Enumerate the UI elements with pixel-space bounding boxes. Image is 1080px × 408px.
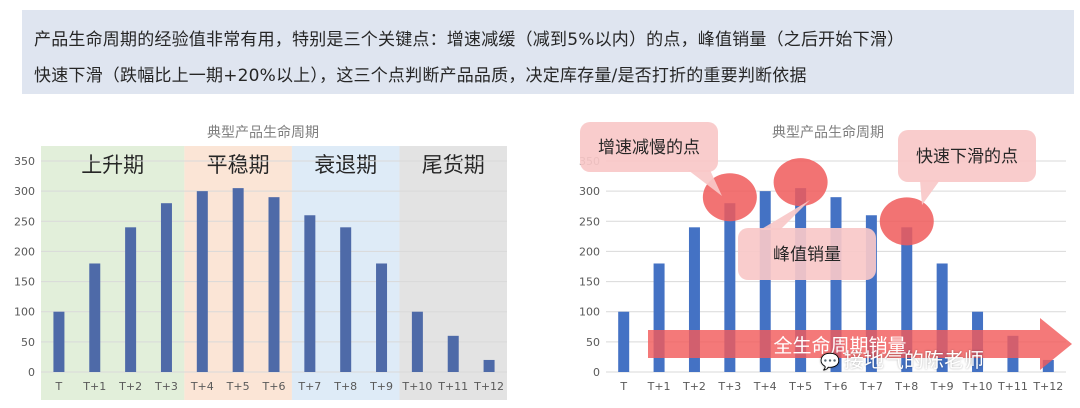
bar xyxy=(232,188,244,372)
y-tick-label: 0 xyxy=(593,366,600,379)
x-tick-label: T+10 xyxy=(401,380,432,393)
callout-tail xyxy=(920,180,940,205)
lifecycle-arrow xyxy=(648,318,1072,370)
x-tick-label: T+6 xyxy=(824,380,848,393)
x-tick-label: T xyxy=(619,380,627,393)
callout-label: 峰值销量 xyxy=(773,245,841,265)
x-tick-label: T+1 xyxy=(82,380,106,393)
arrow-label: 全生命周期销量 xyxy=(773,335,906,357)
bar xyxy=(936,263,948,372)
x-tick-label: T+2 xyxy=(682,380,706,393)
x-tick-label: T+7 xyxy=(297,380,321,393)
x-tick-label: T+5 xyxy=(226,380,250,393)
bar xyxy=(411,311,423,372)
x-tick-label: T+12 xyxy=(473,380,504,393)
bar xyxy=(688,227,700,372)
x-tick-label: T+3 xyxy=(154,380,178,393)
banner: 产品生命周期的经验值非常有用，特别是三个关键点：增速减缓（减到5%以内）的点，峰… xyxy=(22,10,1074,94)
highlight-circle xyxy=(773,158,828,207)
x-tick-label: T+3 xyxy=(717,380,741,393)
x-tick-label: T+8 xyxy=(333,380,357,393)
chat-icon: 💬 xyxy=(820,352,840,371)
bar xyxy=(447,335,459,372)
bar xyxy=(618,311,630,372)
phase-label: 平稳期 xyxy=(207,153,270,177)
x-tick-label: T+9 xyxy=(369,380,393,393)
x-tick-label: T+10 xyxy=(962,380,993,393)
bar xyxy=(830,197,842,372)
bar xyxy=(196,191,208,372)
chart-lifecycle-phases: 上升期 平稳期 衰退期 尾货期 典型产品生命周期 0 50 100 150 200 250 300 35… xyxy=(14,124,507,400)
chart-title: 典型产品生命周期 xyxy=(772,124,884,141)
y-tick-label: 150 xyxy=(14,276,35,289)
y-tick-label: 150 xyxy=(579,276,600,289)
bar xyxy=(759,191,771,372)
bar xyxy=(483,359,495,372)
y-tick-label: 300 xyxy=(14,185,35,198)
bar xyxy=(901,227,913,372)
callout-label: 增速减慢的点 xyxy=(598,137,700,158)
callout-box xyxy=(738,228,876,280)
y-tick-label: 350 xyxy=(14,155,35,168)
y-tick-label: 0 xyxy=(28,366,35,379)
bar xyxy=(795,188,807,372)
callout-tail xyxy=(760,200,810,230)
x-tick-label: T+4 xyxy=(190,380,214,393)
bar xyxy=(53,311,65,372)
x-tick-label: T+7 xyxy=(859,380,883,393)
bar xyxy=(724,203,736,372)
callout-tail xyxy=(688,170,722,196)
bar xyxy=(653,263,665,372)
watermark: 💬 接地气的陈老师 xyxy=(820,344,984,373)
y-tick-label: 300 xyxy=(579,185,600,198)
bar xyxy=(865,215,877,372)
callout-label: 快速下滑的点 xyxy=(916,147,1018,167)
x-tick-label: T+8 xyxy=(894,380,918,393)
x-tick-label: T xyxy=(55,380,63,393)
x-tick-label: T+11 xyxy=(997,380,1028,393)
bar xyxy=(125,227,137,372)
bar xyxy=(1042,359,1054,372)
highlight-circle xyxy=(879,197,934,246)
phase-label: 衰退期 xyxy=(314,153,377,177)
x-tick-label: T+12 xyxy=(1032,380,1063,393)
y-tick-label: 250 xyxy=(579,215,600,228)
chart-lifecycle-keypoints: 典型产品生命周期050100150200250300350TT+1T+2T+3T… xyxy=(579,122,1072,393)
y-tick-label: 50 xyxy=(21,336,35,349)
callout-box xyxy=(580,122,718,172)
x-tick-label: T+5 xyxy=(788,380,812,393)
phase-band xyxy=(41,146,185,400)
x-tick-label: T+6 xyxy=(262,380,286,393)
x-tick-label: T+4 xyxy=(753,380,777,393)
banner-line-2: 快速下滑（跌幅比上一期+20%以上），这三个点判断产品品质，决定库存量/是否打折… xyxy=(34,66,807,86)
chart-title: 典型产品生命周期 xyxy=(207,124,319,141)
x-tick-label: T+1 xyxy=(647,380,671,393)
y-tick-label: 50 xyxy=(586,336,600,349)
bar xyxy=(340,227,352,372)
y-tick-label: 100 xyxy=(579,306,600,319)
phase-label: 上升期 xyxy=(81,153,144,177)
y-tick-label: 100 xyxy=(14,306,35,319)
y-tick-label: 200 xyxy=(14,245,35,258)
banner-line-1: 产品生命周期的经验值非常有用，特别是三个关键点：增速减缓（减到5%以内）的点，峰… xyxy=(34,30,905,50)
x-tick-label: T+11 xyxy=(437,380,468,393)
x-tick-label: T+9 xyxy=(930,380,954,393)
y-tick-label: 200 xyxy=(579,245,600,258)
bar xyxy=(89,263,101,372)
bar xyxy=(268,197,280,372)
phase-label: 尾货期 xyxy=(422,153,485,177)
watermark-text: 接地气的陈老师 xyxy=(843,348,984,372)
x-tick-label: T+2 xyxy=(118,380,142,393)
y-tick-label: 250 xyxy=(14,215,35,228)
callout-box xyxy=(898,130,1036,182)
bar xyxy=(304,215,316,372)
bar xyxy=(160,203,172,372)
bar xyxy=(376,263,388,372)
